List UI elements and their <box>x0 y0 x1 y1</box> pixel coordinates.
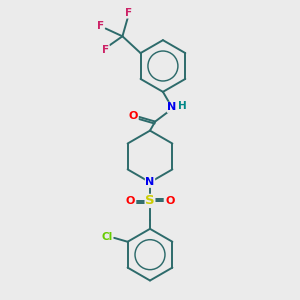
Text: Cl: Cl <box>101 232 112 242</box>
Text: S: S <box>145 194 155 207</box>
Text: O: O <box>125 196 135 206</box>
Text: F: F <box>102 45 109 55</box>
Text: F: F <box>124 8 132 18</box>
Text: N: N <box>167 102 177 112</box>
Text: O: O <box>165 196 175 206</box>
Text: N: N <box>146 177 154 187</box>
Text: H: H <box>178 101 187 111</box>
Text: O: O <box>129 111 138 121</box>
Text: F: F <box>97 22 104 32</box>
